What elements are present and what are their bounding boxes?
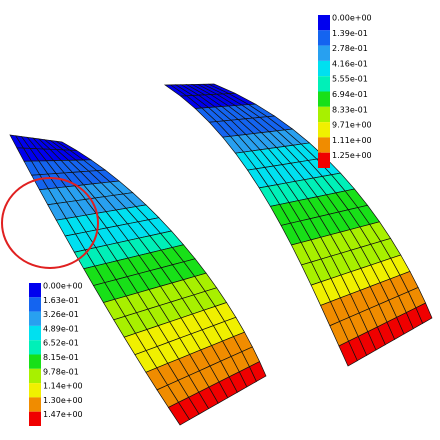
legend-label: 3.26e-01 <box>43 310 79 319</box>
mesh-cell <box>415 302 433 324</box>
legend-swatch <box>318 60 330 77</box>
legend-swatch <box>29 411 41 426</box>
legend-swatch <box>318 30 330 46</box>
legend-swatch <box>318 152 330 168</box>
legend-swatch <box>29 383 41 398</box>
legend-label: 1.47e+00 <box>43 410 83 419</box>
legend-swatch <box>318 45 330 61</box>
legend-swatch <box>318 15 330 31</box>
legend-label: 8.15e-01 <box>43 353 79 362</box>
legend-label: 4.16e-01 <box>332 59 368 68</box>
legend-label: 1.11e+00 <box>332 136 372 145</box>
legend-swatch <box>29 354 41 369</box>
legend-swatch <box>29 311 41 326</box>
legend-swatch <box>318 106 330 123</box>
legend-swatch <box>318 137 330 153</box>
legend-swatch <box>29 368 41 384</box>
legends: 0.00e+00 1.63e-01 3.26e-01 4.89e-01 6.52e-01… <box>29 14 372 426</box>
legend-label: 1.14e+00 <box>43 382 83 391</box>
mesh-cell <box>249 361 267 382</box>
legend-label: 4.89e-01 <box>43 324 79 333</box>
legend-label: 1.30e+00 <box>43 396 83 405</box>
legend-label: 6.52e-01 <box>43 339 79 348</box>
legend-label: 2.78e-01 <box>332 44 368 53</box>
legend-label: 1.39e-01 <box>332 29 368 38</box>
legend-swatch <box>318 76 330 92</box>
legend-label: 6.94e-01 <box>332 90 368 99</box>
legend-label: 5.55e-01 <box>332 75 368 84</box>
legend-swatch <box>29 340 41 355</box>
legend-label: 9.78e-01 <box>43 367 79 376</box>
legend-label: 8.33e-01 <box>332 105 368 114</box>
legend-swatch <box>318 122 330 138</box>
legend-label: 1.63e-01 <box>43 296 79 305</box>
meshes <box>9 83 433 426</box>
legend-label: 0.00e+00 <box>43 282 83 291</box>
legend-label: 9.71e+00 <box>332 121 372 130</box>
legend-swatch <box>318 91 330 107</box>
legend-label: 0.00e+00 <box>332 14 372 23</box>
legend-swatch <box>29 297 41 312</box>
legend-swatch <box>29 325 41 341</box>
legend-swatch <box>29 397 41 412</box>
legend-label: 1.25e+00 <box>332 151 372 160</box>
highlight-circle <box>1 177 99 269</box>
legend-swatch <box>29 283 41 298</box>
